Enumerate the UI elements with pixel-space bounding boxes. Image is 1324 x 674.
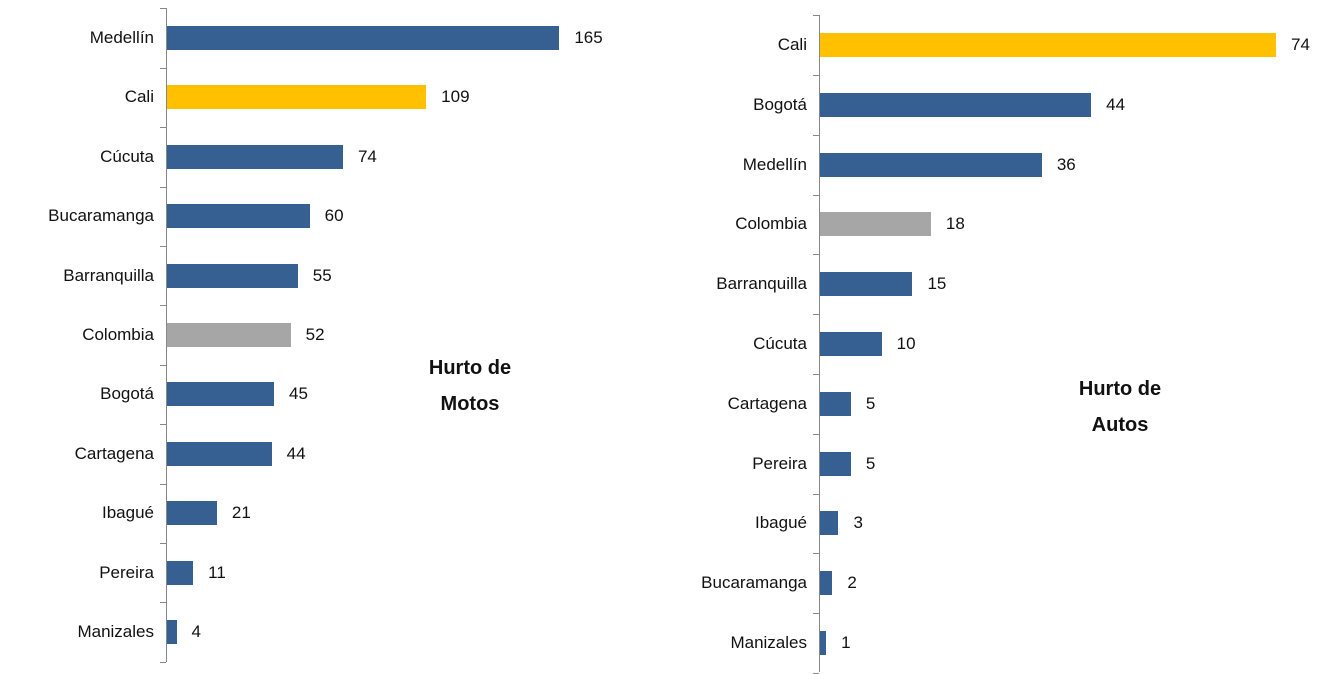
axis-tick (160, 127, 166, 129)
category-label: Bogotá (100, 384, 154, 404)
axis-line (819, 15, 820, 672)
bar (167, 382, 274, 407)
value-label: 52 (305, 325, 325, 344)
category-label: Bucaramanga (48, 206, 154, 226)
value-label: 109 (441, 87, 470, 107)
value-label: 11 (208, 562, 226, 582)
category-label: Barranquilla (63, 265, 154, 285)
bar (167, 441, 272, 466)
axis-tick (813, 314, 819, 316)
value-label: 60 (324, 206, 344, 226)
category-label: Medellín (742, 154, 807, 174)
category-label: Manizales (730, 633, 807, 652)
axis-tick (160, 483, 166, 485)
axis-tick (160, 661, 166, 663)
category-label: Barranquilla (716, 274, 807, 294)
bar (167, 26, 560, 50)
category-label: Medellín (89, 28, 154, 47)
category-label: Pereira (99, 562, 154, 582)
bar (167, 501, 217, 526)
bar (167, 144, 343, 169)
value-label: 15 (927, 274, 947, 294)
bar (820, 272, 913, 297)
chart-title: Hurto de Motos (428, 357, 512, 415)
category-label: Cali (124, 87, 154, 107)
axis-tick (813, 194, 819, 196)
category-label: Pereira (752, 453, 807, 473)
bar (167, 263, 298, 288)
bar (167, 560, 194, 585)
category-label: Bucaramanga (701, 573, 807, 593)
category-label: Cartagena (727, 393, 807, 413)
axis-tick (160, 305, 166, 307)
category-label: Ibagué (755, 513, 807, 533)
axis-tick (813, 613, 819, 615)
category-label: Cúcuta (753, 334, 807, 353)
axis-tick (160, 186, 166, 188)
value-label: 5 (865, 453, 876, 473)
bar (820, 511, 839, 536)
bar (820, 212, 931, 237)
value-label: 45 (289, 384, 308, 404)
axis-tick (813, 553, 819, 555)
axis-tick (160, 542, 166, 544)
bar (167, 620, 177, 644)
value-label: 21 (231, 503, 251, 523)
value-label: 5 (865, 393, 876, 413)
axis-tick (813, 74, 819, 76)
axis-tick (160, 245, 166, 247)
bar (167, 204, 310, 229)
axis-tick (813, 15, 819, 17)
value-label: 4 (191, 622, 201, 641)
bar (167, 323, 291, 347)
category-label: Ibagué (102, 503, 154, 523)
value-label: 1 (841, 633, 851, 652)
bar (820, 152, 1042, 177)
category-label: Colombia (82, 325, 154, 344)
value-label: 18 (945, 214, 965, 234)
axis-tick (813, 493, 819, 495)
value-label: 3 (853, 513, 863, 533)
value-label: 165 (574, 28, 603, 47)
chart-title: Hurto de Autos (1078, 378, 1162, 436)
category-label: Colombia (735, 214, 807, 234)
axis-tick (813, 254, 819, 256)
axis-tick (160, 424, 166, 426)
value-label: 55 (312, 265, 332, 285)
value-label: 74 (1291, 35, 1310, 54)
value-label: 44 (1106, 94, 1126, 114)
category-label: Cartagena (74, 443, 154, 463)
axis-tick (813, 134, 819, 136)
category-label: Cali (777, 35, 807, 54)
category-label: Bogotá (753, 94, 807, 114)
axis-tick (813, 433, 819, 435)
axis-tick (160, 8, 166, 10)
axis-tick (160, 67, 166, 69)
axis-line (166, 8, 167, 662)
value-label: 36 (1056, 154, 1076, 174)
axis-tick (160, 364, 166, 366)
category-label: Manizales (77, 622, 154, 641)
bar (820, 391, 851, 416)
bar (820, 92, 1092, 117)
bar (820, 571, 833, 596)
axis-tick (160, 602, 166, 604)
bar (820, 631, 827, 655)
bar (820, 451, 851, 476)
value-label: 74 (357, 146, 377, 166)
value-label: 10 (896, 334, 916, 353)
bar (167, 85, 427, 110)
value-label: 2 (847, 573, 857, 593)
value-label: 44 (286, 443, 306, 463)
category-label: Cúcuta (100, 146, 154, 166)
bar (820, 33, 1277, 57)
bar (820, 332, 882, 356)
axis-tick (813, 373, 819, 375)
